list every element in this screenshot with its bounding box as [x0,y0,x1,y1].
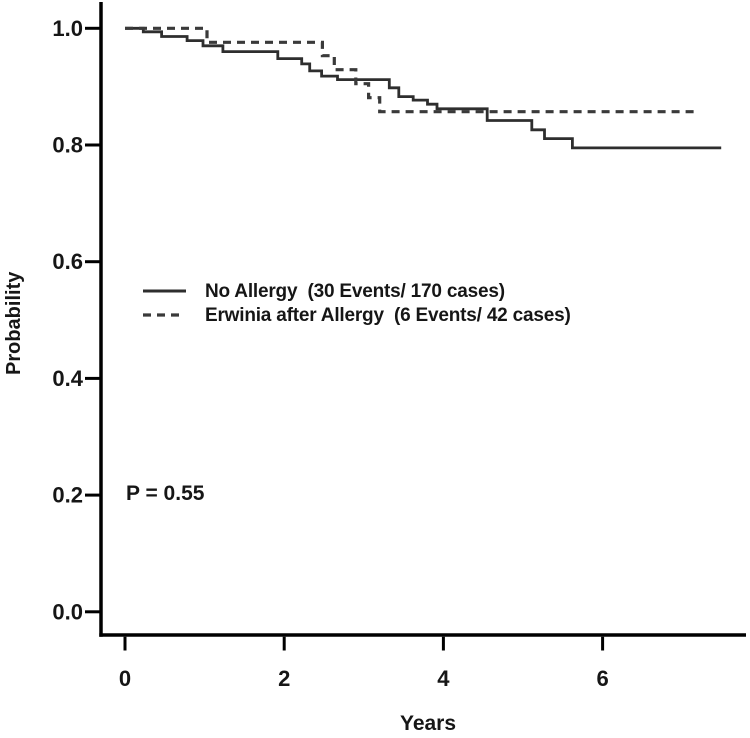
curve-no-allergy [125,26,722,150]
y-tick-label: 0.2 [52,483,83,508]
y-axis-title: Probability [3,271,25,375]
y-tick-label: 0.8 [52,133,83,158]
x-tick-label: 0 [119,666,131,691]
x-tick-label: 2 [278,666,290,691]
y-tick-label: 0.4 [52,366,83,391]
x-tick-label: 6 [596,666,608,691]
curve-erwinia-after-allergy [125,26,697,114]
legend-label-erwinia-after-allergy: Erwinia after Allergy (6 Events/ 42 case… [205,305,571,326]
y-tick-label: 0.0 [52,599,83,624]
p-value-annotation: P = 0.55 [126,482,205,505]
y-tick-label: 1.0 [52,16,83,41]
x-tick-label: 4 [437,666,450,691]
x-axis-title: Years [399,712,457,735]
y-tick-label: 0.6 [52,249,83,274]
legend-label-no-allergy: No Allergy (30 Events/ 170 cases) [205,281,505,302]
